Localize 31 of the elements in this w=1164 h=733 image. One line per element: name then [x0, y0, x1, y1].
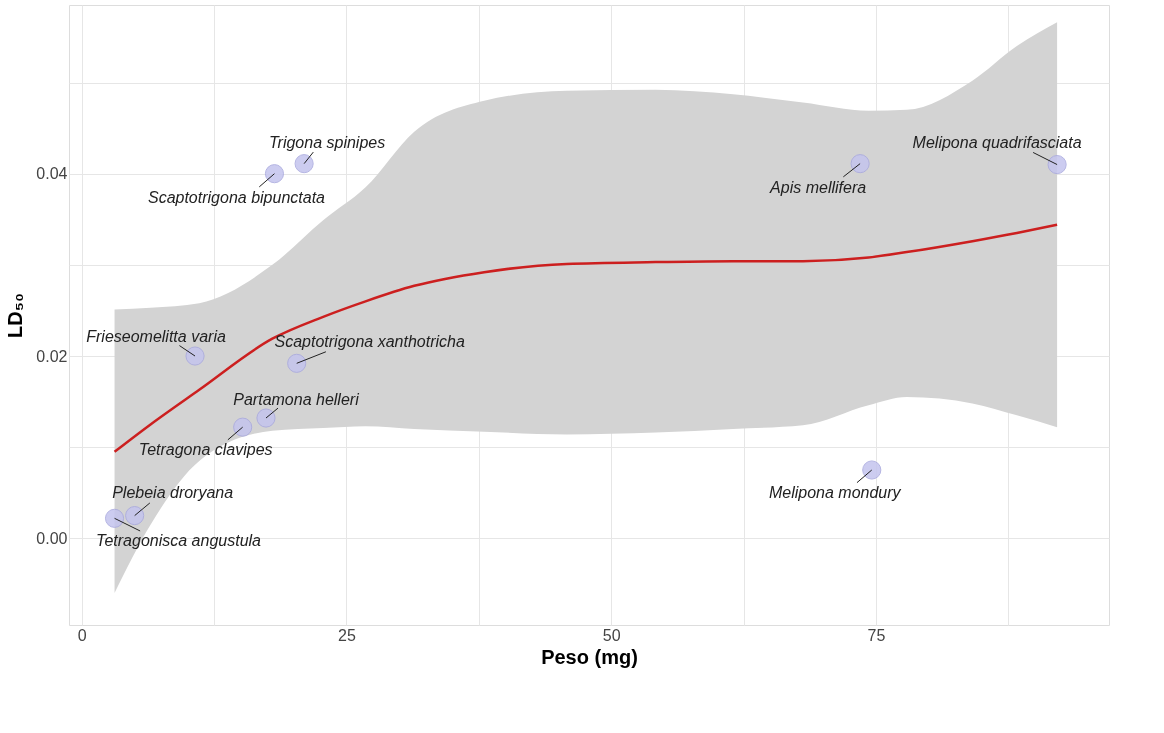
point — [185, 346, 205, 366]
x-tick-label: 0 — [77, 626, 87, 644]
annotation: Tetragona clavipes — [138, 441, 273, 459]
point — [104, 508, 125, 528]
x-tick-label: 25 — [338, 626, 356, 644]
point — [287, 353, 307, 373]
annotation: Melipona mondury — [768, 484, 902, 501]
annotation: Frieseomelitta varia — [86, 328, 226, 346]
point — [850, 154, 870, 174]
annotation: Tetragonisca angustula — [96, 532, 262, 550]
y-tick-label: 0.00 — [36, 529, 68, 547]
annotation: Partamona helleri — [233, 391, 360, 409]
point — [256, 408, 276, 428]
annotation: Plebeia droryana — [112, 483, 234, 501]
x-tick-label: 50 — [602, 626, 621, 644]
annotation: Apis mellifera — [769, 178, 867, 196]
x-tick-label: 75 — [867, 626, 886, 644]
annotation: Trigona spinipes — [269, 133, 386, 151]
annotation: Scaptotrigona bipunctata — [147, 188, 326, 206]
annotation: Scaptotrigona xanthotricha — [274, 333, 465, 351]
y-tick-label: 0.04 — [36, 165, 68, 183]
x-axis-title: Peso (mg) — [541, 645, 638, 668]
y-axis-title: LD₅₀ — [4, 293, 27, 338]
point — [264, 164, 285, 184]
y-tick-label: 0.02 — [36, 347, 68, 365]
point — [294, 154, 314, 174]
point — [233, 417, 253, 437]
annotation: Melipona quadrifasciata — [912, 133, 1082, 151]
point — [862, 460, 882, 480]
point — [125, 506, 145, 526]
point — [1047, 154, 1067, 175]
